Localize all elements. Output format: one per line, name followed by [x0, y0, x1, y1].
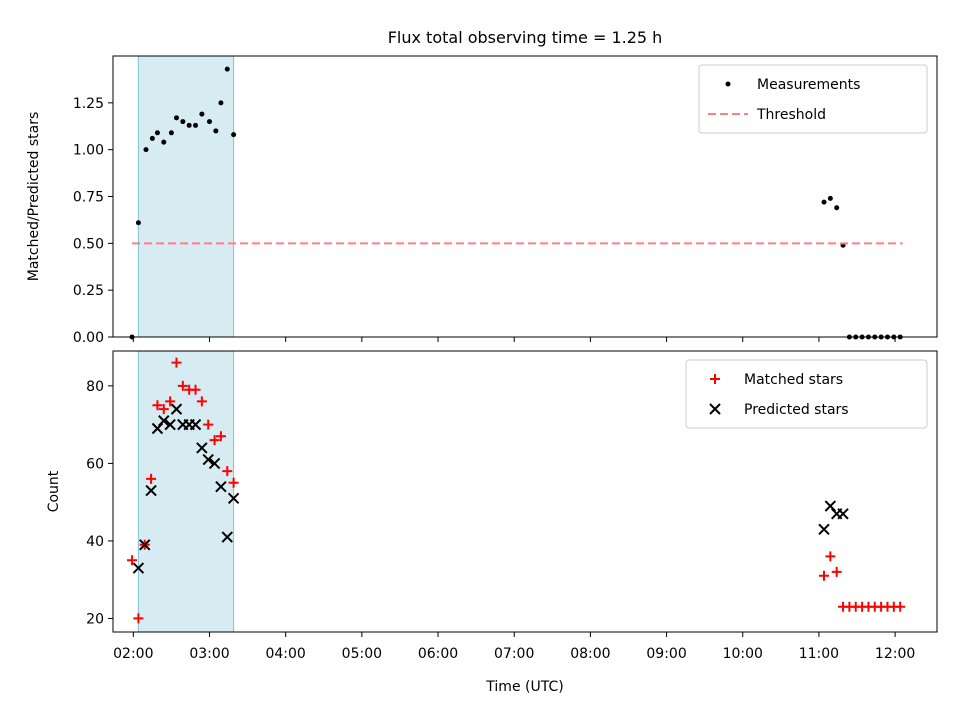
y-tick-label: 0.00 [73, 330, 104, 346]
matched-point [158, 404, 169, 415]
measurement-point [193, 122, 199, 128]
predicted-point [164, 418, 176, 431]
measurement-point [231, 132, 237, 138]
matched-point [228, 477, 239, 488]
measurement-point [827, 195, 833, 201]
measurement-point [186, 122, 192, 128]
chart-title: Flux total observing time = 1.25 h [388, 28, 663, 47]
matched-point [133, 613, 144, 624]
y-tick-label: 1.25 [73, 96, 104, 112]
predicted-point [837, 508, 849, 520]
measurement-point [218, 100, 224, 106]
matched-point [171, 357, 182, 368]
x-tick-label: 12:00 [875, 646, 915, 662]
y-axis-label: Matched/Predicted stars [26, 112, 42, 282]
matched-point [146, 473, 157, 484]
x-tick-label: 03:00 [189, 646, 229, 662]
matched-point [819, 570, 830, 581]
matched-point [215, 431, 226, 442]
legend-box [698, 64, 928, 134]
observing-span [137, 350, 235, 633]
predicted-point [208, 457, 221, 470]
bottom-panel: 20 40 60 80 02:00 03:00 04:00 05:00 06:00 07:00 08… [46, 350, 938, 662]
x-tick-label: 10:00 [723, 646, 763, 662]
legend-label: Predicted stars [744, 402, 849, 418]
predicted-point [132, 562, 145, 574]
y-tick-label: 1.00 [73, 143, 104, 159]
x-tick-label: 02:00 [113, 646, 153, 662]
matched-point [177, 380, 188, 391]
measurement-point [173, 115, 179, 121]
predicted-point [202, 453, 214, 466]
x-tick-label: 09:00 [646, 646, 686, 662]
y-tick-label: 20 [86, 611, 104, 627]
measurement-point [135, 220, 141, 226]
axes-frame [112, 350, 938, 633]
predicted-point [227, 492, 240, 504]
measurement-point [180, 119, 186, 125]
measurement-point [168, 130, 174, 136]
legend-label: Measurements [757, 77, 860, 93]
y-tick-label: 0.50 [73, 236, 104, 252]
matched-point [127, 555, 138, 566]
matched-point [825, 551, 836, 562]
legend-marker [710, 374, 720, 384]
series-predicted-stars [132, 403, 849, 574]
y-axis-label: Count [46, 470, 62, 512]
predicted-point [221, 531, 233, 543]
top-panel: 0.00 0.25 0.50 0.75 1.00 1.25 Matched/Predicte… [26, 55, 938, 346]
measurement-point [821, 199, 827, 205]
matched-point [895, 601, 906, 612]
legend-label: Matched stars [744, 372, 843, 388]
x-tick-label: 05:00 [342, 646, 382, 662]
measurement-point [143, 147, 149, 153]
measurement-point [199, 111, 205, 117]
measurement-point [224, 66, 230, 72]
y-tick-label: 0.25 [73, 283, 104, 299]
measurement-point [213, 128, 219, 134]
y-tick-label: 80 [86, 379, 104, 395]
axes-frame [112, 55, 938, 338]
predicted-point [818, 523, 830, 535]
x-tick-label: 04:00 [265, 646, 305, 662]
measurement-point [206, 119, 212, 125]
series-matched-stars [127, 357, 906, 624]
measurement-point [154, 130, 160, 136]
y-tick-label: 60 [86, 456, 104, 472]
predicted-point [170, 403, 183, 415]
legend-label: Threshold [756, 107, 826, 123]
x-tick-label: 11:00 [799, 646, 839, 662]
measurement-point [161, 139, 167, 145]
predicted-point [189, 418, 202, 431]
measurement-point [834, 205, 840, 211]
matched-point [831, 566, 842, 577]
predicted-point [196, 442, 208, 454]
matched-point [222, 466, 233, 477]
matched-point [152, 400, 163, 411]
legend-marker [709, 403, 721, 415]
matched-point [165, 396, 176, 407]
legend-marker [725, 81, 731, 87]
y-tick-label: 40 [86, 534, 104, 550]
measurement-point [149, 135, 155, 141]
y-tick-label: 0.75 [73, 190, 104, 206]
x-tick-label: 08:00 [570, 646, 610, 662]
predicted-point [215, 480, 227, 493]
legend-box [685, 359, 928, 429]
matched-point [190, 384, 201, 395]
x-axis-label: Time (UTC) [485, 679, 563, 695]
matched-point [209, 435, 220, 446]
matched-point [203, 419, 214, 430]
x-tick-label: 06:00 [418, 646, 458, 662]
predicted-point [139, 539, 151, 551]
x-tick-label: 07:00 [494, 646, 534, 662]
series-measurements [129, 66, 903, 340]
predicted-point [158, 415, 170, 427]
predicted-point [145, 484, 157, 497]
observing-span [137, 55, 235, 338]
matched-point [196, 396, 207, 407]
